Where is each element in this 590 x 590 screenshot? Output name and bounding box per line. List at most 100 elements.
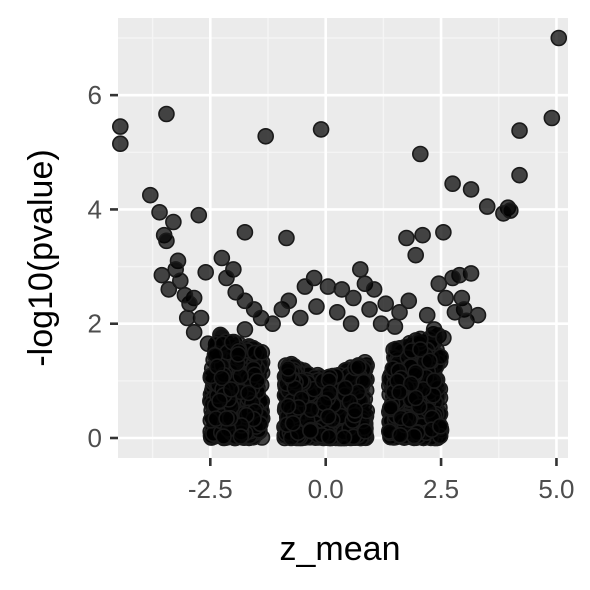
scatter-point [418, 306, 436, 324]
scatter-point [361, 301, 378, 318]
scatter-point [278, 229, 295, 247]
x-axis: -2.5 0.0 2.5 5.0 [188, 458, 575, 504]
scatter-point [469, 306, 487, 324]
y-axis-title: -log10(pvalue) [22, 149, 60, 366]
scatter-point [257, 127, 274, 145]
scatter-point [312, 121, 330, 138]
scatter-point [435, 223, 452, 241]
scatter-point [543, 109, 561, 127]
scatter-point [218, 410, 235, 427]
scatter-point [292, 309, 309, 327]
scatter-point [346, 402, 364, 419]
scatter-point [236, 223, 254, 241]
scatter-point [158, 105, 175, 123]
scatter-point [165, 213, 182, 231]
scatter-point [350, 358, 367, 376]
scatter-point [336, 379, 354, 397]
x-tick-label: 2.5 [423, 474, 459, 504]
scatter-point [284, 414, 302, 432]
scatter-point [405, 427, 423, 445]
y-tick-label: 0 [88, 423, 102, 453]
scatter-point [511, 166, 528, 184]
scatter-point [342, 315, 360, 333]
scatter-point [229, 346, 247, 363]
scatter-point [319, 278, 337, 295]
scatter-point [502, 202, 519, 219]
scatter-point [320, 428, 338, 446]
scatter-point [446, 303, 464, 321]
scatter-point [391, 426, 409, 444]
scatter-point [386, 318, 404, 335]
scatter-point [192, 309, 210, 327]
scatter-point [280, 292, 298, 310]
scatter-point [335, 429, 353, 446]
scatter-point [190, 206, 208, 224]
scatter-point [213, 249, 231, 267]
scatter-point [365, 281, 383, 298]
scatter-point [308, 298, 325, 315]
scatter-point [158, 232, 175, 250]
scatter-point [430, 275, 448, 293]
y-tick-label: 2 [88, 309, 102, 339]
scatter-point [387, 340, 405, 358]
scatter-point [142, 186, 159, 204]
scatter-point [279, 397, 297, 415]
scatter-point [462, 181, 480, 198]
scatter-point [240, 384, 257, 402]
scatter-point [444, 175, 461, 193]
scatter-point [478, 198, 496, 215]
scatter-point [197, 263, 214, 281]
scatter-point [315, 394, 333, 412]
scatter-point [112, 118, 129, 135]
scatter-point [400, 292, 418, 310]
scatter-point [435, 329, 452, 347]
scatter-point [302, 422, 319, 440]
scatter-point [407, 389, 424, 407]
x-tick-label: 0.0 [308, 474, 344, 504]
scatter-point [211, 392, 228, 410]
scatter-point [296, 278, 314, 295]
scatter-point [215, 428, 232, 445]
scatter-point [391, 383, 408, 401]
scatter-point [160, 281, 178, 298]
scatter-point [345, 289, 362, 307]
scatter-point [328, 303, 346, 321]
scatter-point [178, 309, 196, 327]
scatter-point [412, 145, 429, 163]
y-tick-label: 4 [88, 194, 102, 224]
scatter-point [264, 315, 281, 333]
data-points [112, 29, 568, 447]
scatter-point [412, 341, 429, 358]
scatter-point [218, 269, 235, 287]
x-tick-label: 5.0 [538, 474, 574, 504]
y-axis: 0 2 4 6 [88, 80, 118, 453]
scatter-point [213, 369, 231, 387]
scatter-point [425, 372, 443, 389]
y-tick-label: 6 [88, 80, 102, 110]
scatter-point [236, 321, 254, 338]
scatter-point [550, 29, 568, 47]
scatter-point [222, 381, 240, 398]
scatter-point [249, 372, 266, 390]
scatter-point [437, 289, 454, 307]
scatter-point [176, 286, 194, 304]
scatter-point [382, 399, 400, 416]
scatter-point [511, 122, 528, 139]
scatter-point [372, 315, 390, 333]
scatter-point [153, 266, 171, 284]
scatter-point [232, 428, 250, 445]
scatter-point [185, 323, 203, 341]
scatter-point [407, 246, 424, 264]
scatter-point [319, 408, 337, 425]
x-axis-title: z_mean [280, 530, 401, 568]
scatter-point [401, 411, 418, 428]
scatter-point [398, 229, 415, 247]
scatter-point [377, 295, 394, 313]
scatter-point [151, 203, 168, 221]
scatter-point [421, 352, 438, 370]
scatter-point [356, 423, 374, 440]
scatter-point [352, 261, 369, 278]
x-tick-label: -2.5 [188, 474, 233, 504]
scatter-point [253, 344, 271, 361]
scatter-point [431, 417, 449, 435]
